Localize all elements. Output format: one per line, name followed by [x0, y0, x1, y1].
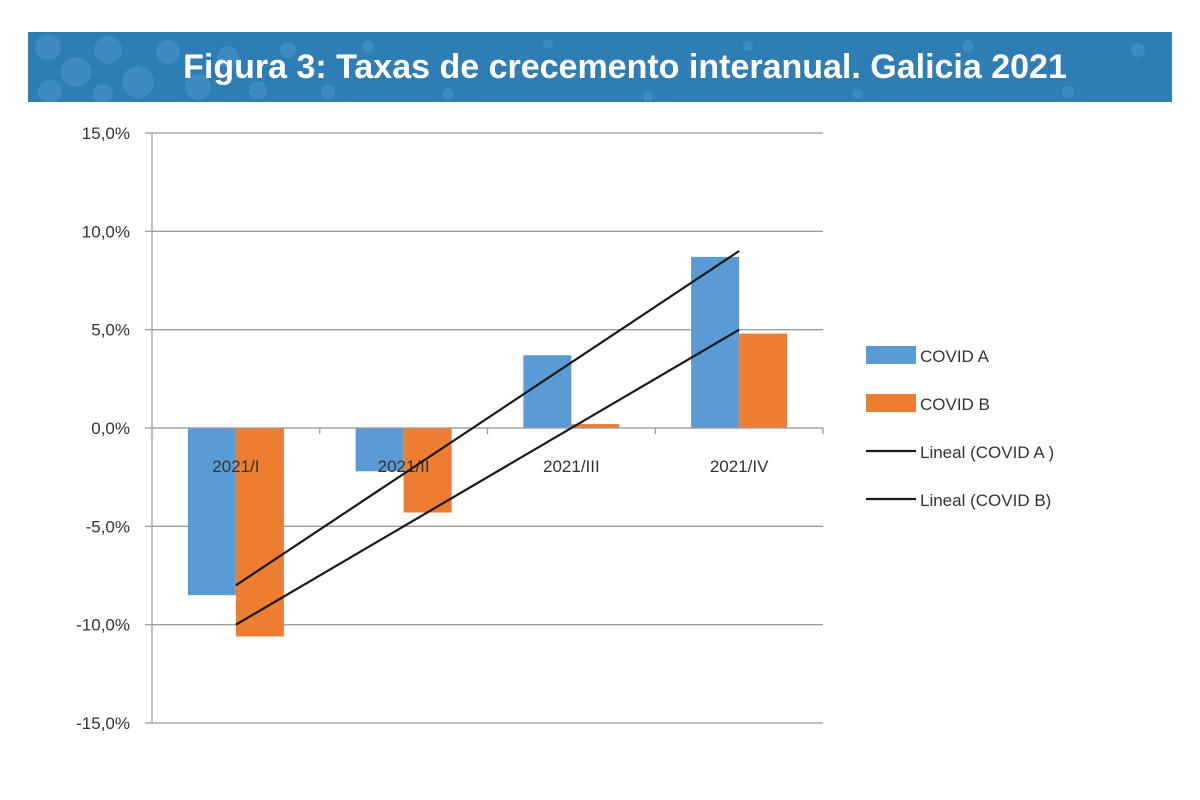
title-banner: Figura 3: Taxas de crecemento interanual…: [28, 32, 1172, 102]
y-tick-label: 0,0%: [91, 419, 130, 438]
bar-covid-a-2021-iv: [691, 256, 740, 428]
y-tick-label: -15,0%: [76, 714, 130, 733]
legend-swatch: [866, 394, 916, 412]
y-tick-label: 5,0%: [91, 321, 130, 340]
bar-covid-b-2021-iv: [739, 333, 788, 428]
bar-covid-b-2021-ii: [403, 428, 452, 513]
x-category-label: 2021/II: [378, 457, 430, 476]
bars: [187, 256, 788, 637]
y-tick-label: 10,0%: [82, 222, 130, 241]
y-tick-label: -5,0%: [86, 517, 130, 536]
x-category-label: 2021/III: [543, 457, 600, 476]
legend-label: COVID A: [920, 347, 990, 366]
legend-label: COVID B: [920, 395, 990, 414]
trendline-covid-a: [235, 250, 740, 587]
bar-covid-a-2021-i: [187, 428, 236, 596]
axes: 15,0% 10,0% 5,0% 0,0% -5,0% -10,0% -15,0% 2021/…: [76, 124, 824, 733]
bar-covid-b-2021-iii: [571, 424, 620, 428]
trendlines: [235, 250, 740, 626]
y-tick-label: -10,0%: [76, 616, 130, 635]
banner-dot-pattern: [35, 34, 1145, 102]
legend-label: Lineal (COVID A ): [920, 443, 1054, 462]
legend-swatch: [866, 346, 916, 364]
trendline-covid-b: [235, 328, 740, 626]
bar-covid-a-2021-ii: [355, 428, 404, 472]
y-tick-label: 15,0%: [82, 124, 130, 143]
legend: COVID A COVID B Lineal (COVID A ) Lineal (C…: [866, 346, 1054, 510]
x-category-label: 2021/IV: [710, 457, 769, 476]
legend-label: Lineal (COVID B): [920, 491, 1051, 510]
x-category-label: 2021/I: [212, 457, 259, 476]
chart-title: Figura 3: Taxas de crecemento interanual…: [183, 47, 1067, 86]
